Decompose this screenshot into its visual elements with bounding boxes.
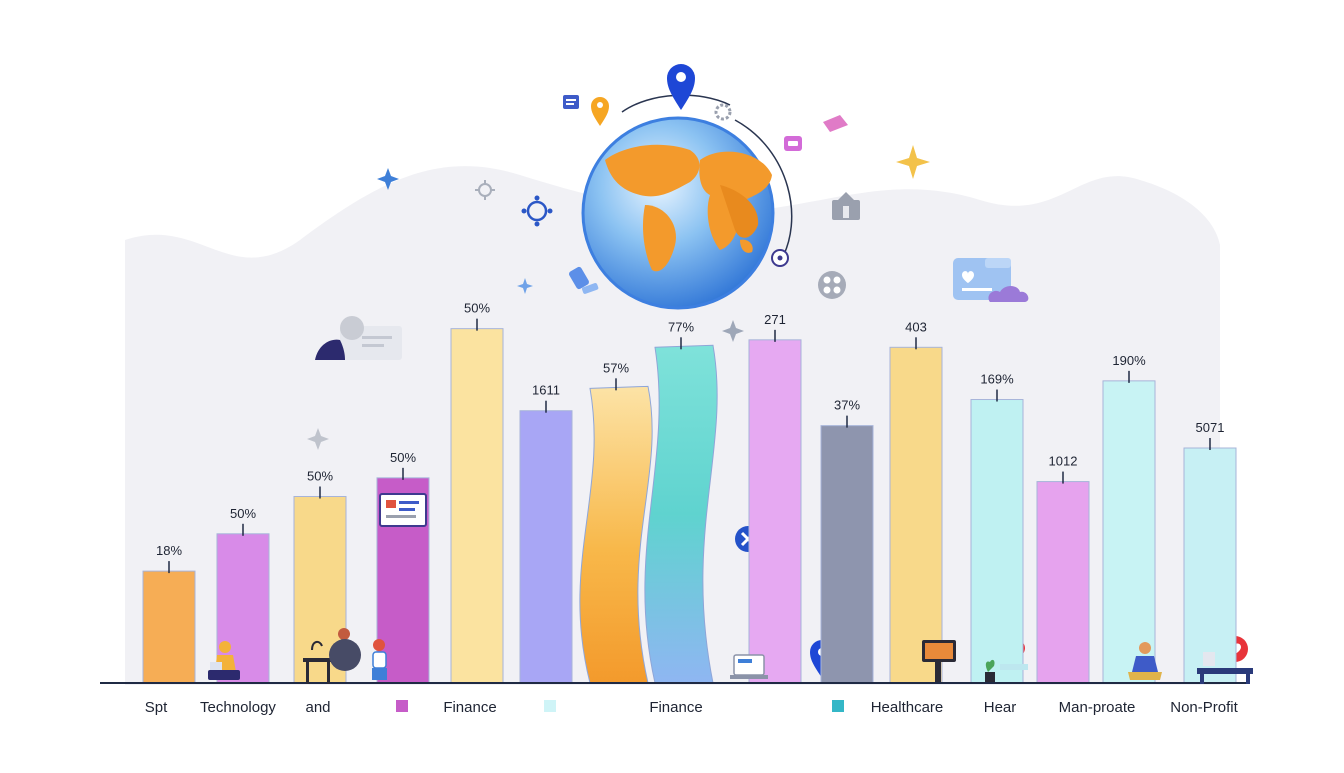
person-desk-illustration (303, 628, 361, 684)
category-label: and (305, 699, 330, 716)
sparkle-icon (517, 278, 533, 294)
data-label: 18% (156, 543, 182, 558)
orange-pin-icon (591, 97, 609, 126)
card-line (386, 500, 396, 508)
legend-swatch (544, 700, 556, 712)
data-label: 271 (764, 312, 786, 327)
card-line (386, 515, 416, 518)
target-icon (771, 249, 789, 267)
lock-icon (832, 192, 860, 220)
monitor-illustration (922, 640, 956, 682)
bar (1036, 481, 1090, 684)
category-label: Finance (443, 699, 496, 716)
data-label: 403 (905, 319, 927, 334)
legend-swatch (832, 700, 844, 712)
sparkle-icon (307, 428, 329, 450)
sparkle-icon (896, 145, 930, 179)
category-label: Man-proate (1059, 699, 1136, 716)
category-label: Healthcare (871, 699, 944, 716)
category-label: Technology (200, 699, 276, 716)
bar (889, 346, 943, 684)
card-line (399, 508, 415, 511)
bar (970, 399, 1024, 684)
person-standing-illustration (372, 639, 387, 680)
person-sitting-illustration (1128, 642, 1162, 680)
category-label: Non-Profit (1170, 699, 1238, 716)
gear-icon (714, 103, 732, 121)
data-label: 50% (230, 506, 256, 521)
data-label: 77% (668, 319, 694, 334)
legend-swatch (396, 700, 408, 712)
sparkle-icon (722, 320, 744, 342)
plant-desk-illustration (985, 659, 1028, 682)
globe-icon (581, 116, 775, 310)
bar (450, 328, 504, 684)
chat-bubble-icon (784, 136, 802, 151)
bar (820, 425, 874, 684)
sparkle-icon (377, 168, 399, 190)
data-label: 50% (464, 301, 490, 316)
data-label: 50% (390, 450, 416, 465)
bar (1183, 447, 1237, 684)
grid-icon (818, 271, 846, 299)
browser-card-icon (953, 258, 1029, 302)
bar (142, 570, 196, 684)
bar (1102, 380, 1156, 684)
data-label: 50% (307, 469, 333, 484)
data-label: 1611 (532, 383, 560, 398)
category-label: Spt (145, 699, 168, 716)
network-icon (521, 195, 553, 227)
category-label: Finance (649, 699, 702, 716)
data-label: 169% (980, 372, 1014, 387)
orbit-arc (734, 119, 793, 263)
bench-illustration (1197, 652, 1253, 684)
virus-icon (475, 180, 495, 200)
phone-icon (569, 266, 599, 294)
bar (519, 410, 573, 684)
category-label: Hear (984, 699, 1017, 716)
bars-layer: 18% 50% 50% 50% 50% 1611 57% 77% 271 37% 403 169% 10… (100, 301, 1250, 716)
data-label: 37% (834, 398, 860, 413)
data-label: 5071 (1196, 420, 1225, 435)
computer-illustration (730, 654, 768, 679)
data-label: 1012 (1049, 454, 1078, 469)
envelope-icon (823, 115, 848, 132)
bar (748, 339, 802, 684)
person-laptop-illustration (208, 641, 240, 680)
person-card-icon (315, 316, 402, 360)
document-icon (563, 95, 579, 109)
data-label: 57% (603, 360, 629, 375)
card-line (399, 501, 419, 504)
map-pin-icon (667, 64, 695, 110)
data-label: 190% (1112, 353, 1146, 368)
